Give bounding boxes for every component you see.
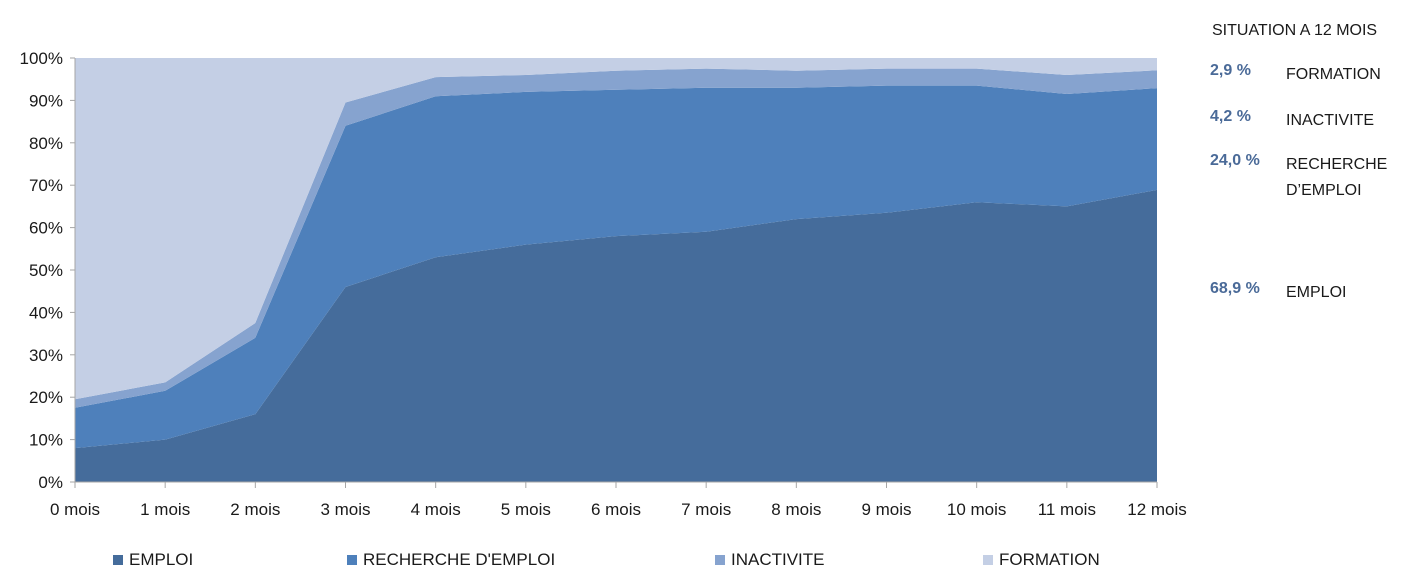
y-tick-label: 60% xyxy=(29,219,63,238)
situation-pct-inactivite: 4,2 % xyxy=(1210,108,1251,125)
x-tick-label: 5 mois xyxy=(501,500,551,519)
x-tick-label: 0 mois xyxy=(50,500,100,519)
x-tick-label: 6 mois xyxy=(591,500,641,519)
x-tick-label: 12 mois xyxy=(1127,500,1187,519)
y-tick-label: 100% xyxy=(20,49,63,68)
legend-item: EMPLOI xyxy=(113,550,193,570)
chart-legend: EMPLOI RECHERCHE D'EMPLOI INACTIVITE FORMAT… xyxy=(0,550,1160,572)
x-tick-label: 10 mois xyxy=(947,500,1007,519)
x-tick-label: 7 mois xyxy=(681,500,731,519)
y-tick-label: 80% xyxy=(29,134,63,153)
legend-swatch xyxy=(347,555,357,565)
legend-swatch xyxy=(983,555,993,565)
x-tick-label: 2 mois xyxy=(230,500,280,519)
legend-label: EMPLOI xyxy=(129,550,194,569)
y-tick-label: 0% xyxy=(38,473,63,492)
y-tick-label: 40% xyxy=(29,303,63,322)
legend-swatch xyxy=(113,555,123,565)
situation-pct-recherche: 24,0 % xyxy=(1210,152,1260,169)
x-tick-label: 4 mois xyxy=(411,500,461,519)
area-inactivite xyxy=(75,68,1157,408)
legend-item: INACTIVITE xyxy=(715,550,825,570)
stacked-area-chart: 0% 10% 20% 30% 40% 50% 60% 70% 80% 90% 100% 0 mois… xyxy=(20,49,1187,519)
situation-label-recherche-line1: RECHERCHE xyxy=(1286,156,1388,173)
legend-label: FORMATION xyxy=(999,550,1100,569)
area-layers xyxy=(75,58,1157,482)
x-tick-labels: 0 mois 1 mois 2 mois 3 mois 4 mois 5 mois 6 mo… xyxy=(50,500,1187,519)
y-tick-label: 70% xyxy=(29,176,63,195)
legend-item: FORMATION xyxy=(983,550,1100,570)
x-tick-label: 9 mois xyxy=(861,500,911,519)
area-recherche-d-emploi xyxy=(75,85,1157,449)
legend-item: RECHERCHE D'EMPLOI xyxy=(347,550,555,570)
legend-label: INACTIVITE xyxy=(731,550,825,569)
x-tick-label: 3 mois xyxy=(320,500,370,519)
x-tick-label: 1 mois xyxy=(140,500,190,519)
situation-pct-formation: 2,9 % xyxy=(1210,62,1251,79)
y-tick-label: 90% xyxy=(29,91,63,110)
y-tick-label: 50% xyxy=(29,261,63,280)
x-tick-label: 11 mois xyxy=(1038,500,1096,519)
situation-label-formation: FORMATION xyxy=(1286,66,1381,83)
situation-label-emploi: EMPLOI xyxy=(1286,284,1347,301)
area-formation xyxy=(75,58,1157,400)
chart-axes xyxy=(70,57,1158,488)
y-tick-label: 20% xyxy=(29,388,63,407)
situation-title: SITUATION A 12 MOIS xyxy=(1212,22,1378,39)
situation-label-inactivite: INACTIVITE xyxy=(1286,112,1375,129)
x-tick-label: 8 mois xyxy=(771,500,821,519)
legend-label: RECHERCHE D'EMPLOI xyxy=(363,550,556,569)
y-tick-label: 10% xyxy=(29,431,63,450)
y-tick-label: 30% xyxy=(29,346,63,365)
legend-swatch xyxy=(715,555,725,565)
situation-pct-emploi: 68,9 % xyxy=(1210,280,1260,297)
y-tick-labels: 0% 10% 20% 30% 40% 50% 60% 70% 80% 90% 100% xyxy=(20,49,63,492)
situation-label-recherche-line2: D’EMPLOI xyxy=(1286,182,1362,199)
area-emploi xyxy=(75,189,1157,482)
